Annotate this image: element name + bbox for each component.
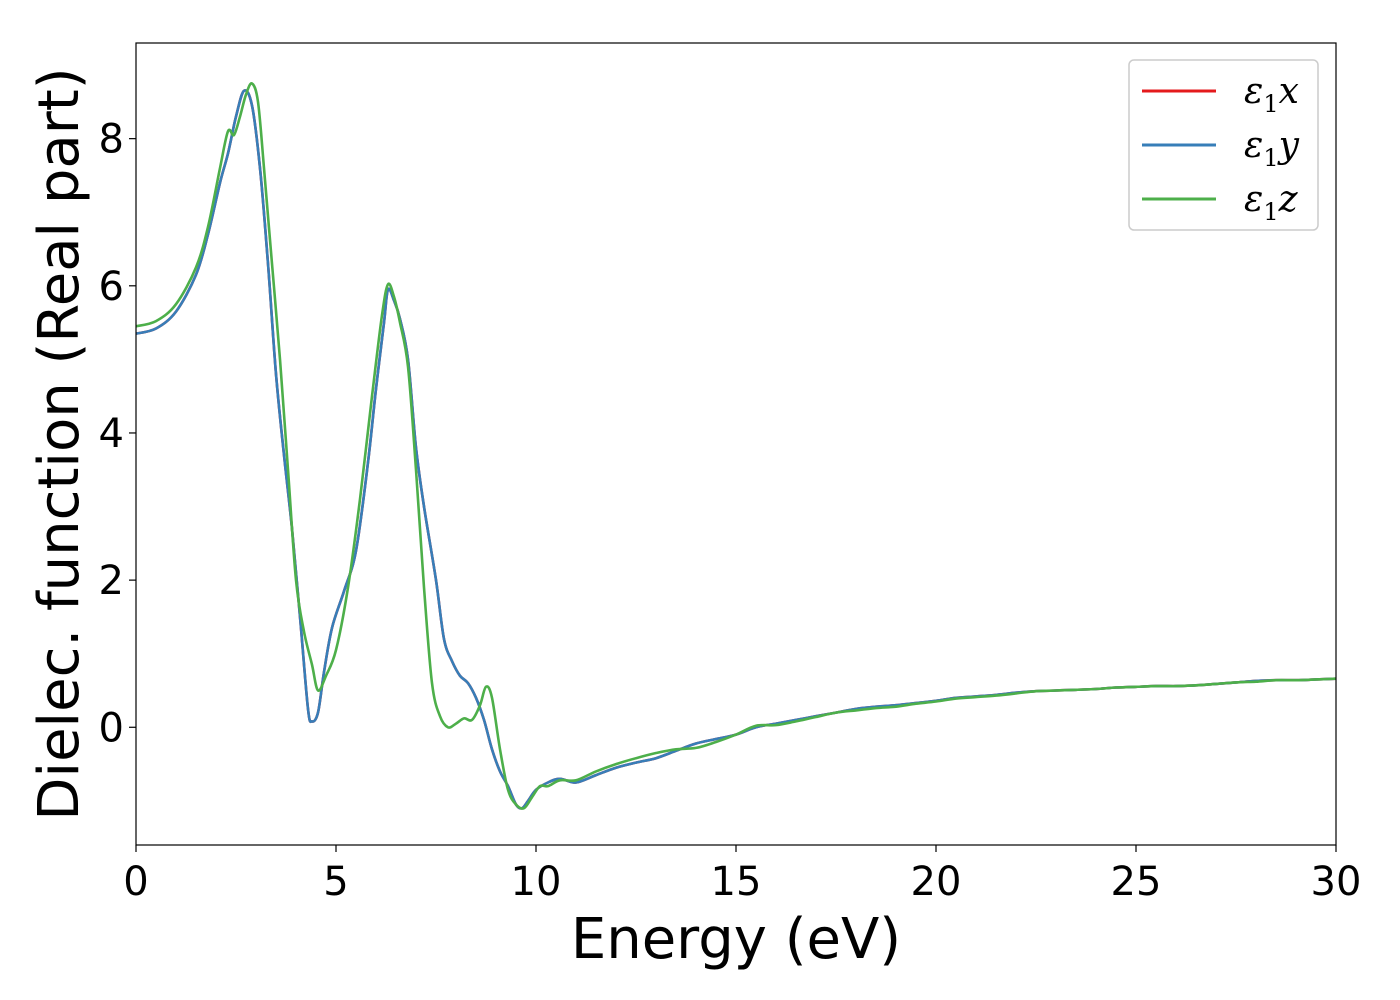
x-tick-label: 0 [123, 859, 148, 905]
series-line-z [136, 82, 1336, 810]
legend-label-base: ε [1244, 71, 1263, 112]
legend-label-tail: x [1279, 71, 1299, 112]
x-tick-label: 10 [511, 859, 562, 905]
x-tick-label: 15 [711, 859, 762, 905]
legend-label-subscript: 1 [1263, 144, 1278, 172]
legend-label-x: ε1x [1244, 71, 1299, 118]
y-tick-label: 0 [99, 705, 124, 751]
legend-label-base: ε [1244, 179, 1263, 220]
x-tick-label: 5 [323, 859, 348, 905]
x-tick-label: 25 [1111, 859, 1162, 905]
legend-label-subscript: 1 [1263, 198, 1278, 226]
y-tick-label: 8 [99, 117, 124, 163]
x-tick-label: 20 [911, 859, 962, 905]
x-axis-label: Energy (eV) [571, 907, 901, 972]
y-axis-label: Dielec. function (Real part) [27, 67, 92, 820]
y-tick-label: 4 [99, 411, 124, 457]
legend-label-tail: z [1278, 179, 1299, 220]
legend-label-z: ε1z [1244, 179, 1299, 226]
legend-label-y: ε1y [1244, 125, 1300, 172]
series-layer [136, 82, 1336, 810]
legend-label-subscript: 1 [1263, 90, 1278, 118]
legend-label-base: ε [1244, 125, 1263, 166]
x-tick-label: 30 [1311, 859, 1362, 905]
legend-label-tail: y [1277, 125, 1300, 166]
legend-frame [1128, 59, 1319, 231]
y-tick-label: 2 [99, 558, 124, 604]
ticks-layer: 0 5 10 15 20 25 30 0 2 4 6 8 [99, 117, 1362, 905]
y-tick-label: 6 [99, 264, 124, 310]
